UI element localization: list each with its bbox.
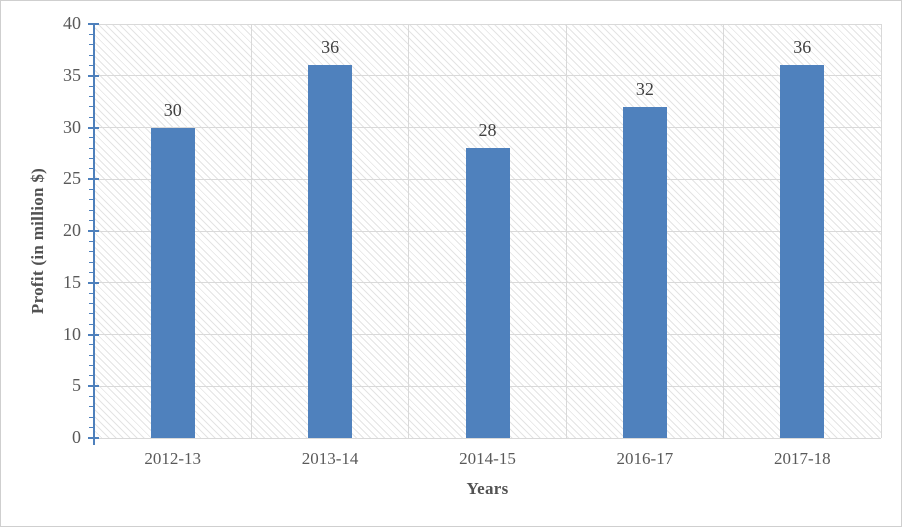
y-axis-minor-tick xyxy=(89,168,94,170)
bar xyxy=(465,148,510,438)
y-axis-major-tick xyxy=(88,230,99,232)
y-axis-major-tick xyxy=(88,178,99,181)
x-tick-label: 2017-18 xyxy=(773,449,831,468)
y-axis-minor-tick xyxy=(89,365,94,367)
gridline-horizontal xyxy=(94,75,881,77)
x-tick-label: 2014-15 xyxy=(459,449,516,468)
y-axis-minor-tick xyxy=(89,33,94,35)
gridline-horizontal xyxy=(94,23,881,25)
y-axis-minor-tick xyxy=(89,261,94,263)
bar-data-label: 36 xyxy=(321,37,340,58)
y-axis-minor-tick xyxy=(89,375,94,377)
y-axis-minor-tick xyxy=(89,406,94,408)
bar-data-label: 28 xyxy=(478,120,497,141)
y-tick-label: 30 xyxy=(63,116,81,137)
y-axis-minor-tick xyxy=(89,106,94,108)
y-axis-major-tick xyxy=(88,385,99,388)
y-tick-label: 25 xyxy=(63,168,81,189)
bar xyxy=(780,65,825,438)
x-axis-title: Years xyxy=(466,479,509,498)
y-axis-minor-tick xyxy=(89,354,94,356)
y-axis-minor-tick xyxy=(89,220,94,222)
gridline-vertical xyxy=(565,24,567,438)
gridline-vertical xyxy=(250,24,252,438)
y-axis-minor-tick xyxy=(89,64,94,66)
y-tick-label: 35 xyxy=(63,64,81,85)
y-axis-minor-tick xyxy=(89,302,94,304)
y-tick-label: 5 xyxy=(72,375,81,396)
y-axis-minor-tick xyxy=(89,158,94,160)
y-axis-minor-tick xyxy=(89,137,94,139)
y-axis-minor-tick xyxy=(89,344,94,346)
bar xyxy=(150,127,195,438)
y-axis-major-tick xyxy=(88,333,99,336)
y-axis-minor-tick xyxy=(89,95,94,97)
y-axis-minor-tick xyxy=(89,427,94,429)
y-tick-label: 20 xyxy=(63,220,81,240)
y-axis-minor-tick xyxy=(89,271,94,273)
y-axis-minor-tick xyxy=(89,44,94,46)
gridline-horizontal xyxy=(94,127,881,128)
y-axis-line xyxy=(93,24,95,445)
gridline-vertical xyxy=(723,24,725,438)
y-axis-minor-tick xyxy=(89,189,94,191)
y-axis-minor-tick xyxy=(89,54,94,56)
y-axis-minor-tick xyxy=(89,292,94,294)
y-axis-major-tick xyxy=(88,74,99,77)
y-tick-label: 0 xyxy=(72,427,81,447)
gridline-vertical xyxy=(880,24,882,438)
y-axis-minor-tick xyxy=(89,251,94,253)
y-axis-minor-tick xyxy=(89,313,94,315)
x-tick-label: 2012-13 xyxy=(144,449,202,468)
y-axis-minor-tick xyxy=(89,209,94,211)
y-axis-minor-tick xyxy=(89,240,94,242)
bar-data-label: 30 xyxy=(163,99,182,120)
y-axis-major-tick xyxy=(88,281,99,284)
gridline-horizontal xyxy=(94,437,881,439)
bar xyxy=(622,106,667,438)
y-axis-minor-tick xyxy=(89,396,94,398)
y-axis-minor-tick xyxy=(89,416,94,418)
y-axis-minor-tick xyxy=(89,323,94,325)
y-axis-minor-tick xyxy=(89,199,94,201)
bar xyxy=(308,65,353,438)
bar-data-label: 32 xyxy=(635,78,654,99)
y-axis-minor-tick xyxy=(89,147,94,149)
y-axis-major-tick xyxy=(88,126,99,129)
x-tick-label: 2013-14 xyxy=(301,449,359,468)
y-tick-label: 10 xyxy=(63,323,81,344)
y-tick-label: 15 xyxy=(63,271,81,292)
x-tick-label: 2016-17 xyxy=(616,449,674,468)
bar-data-label: 36 xyxy=(793,37,812,58)
gridline-vertical xyxy=(408,24,410,438)
y-tick-label: 40 xyxy=(63,13,81,33)
y-axis-minor-tick xyxy=(89,85,94,87)
y-axis-major-tick xyxy=(88,437,99,439)
y-axis-major-tick xyxy=(88,23,99,25)
y-axis-minor-tick xyxy=(89,116,94,118)
